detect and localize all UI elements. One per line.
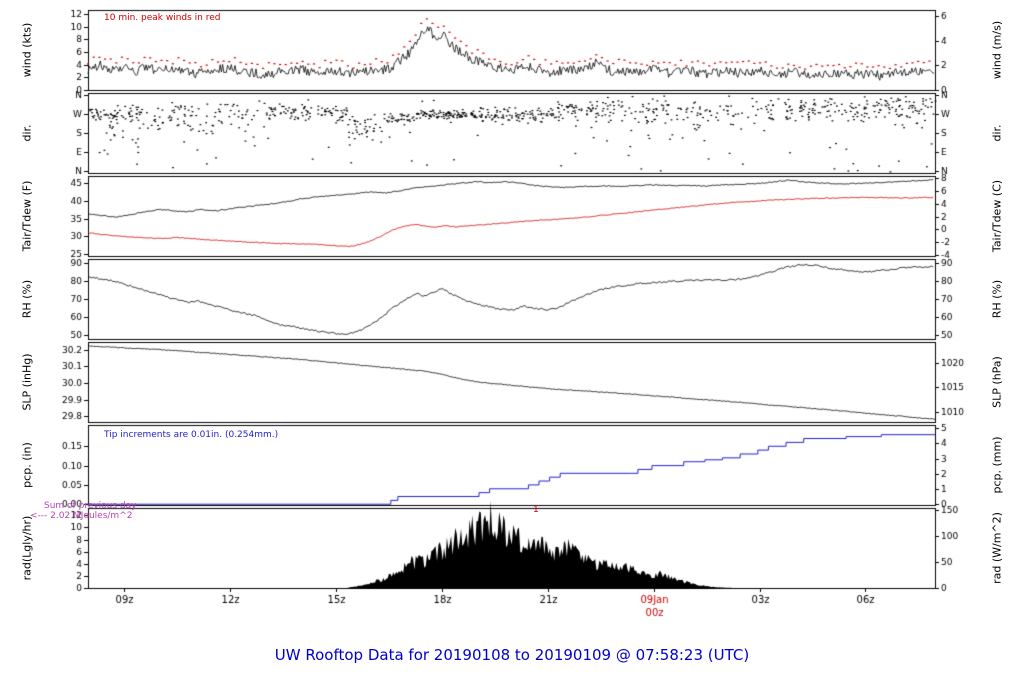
y-axis-title-rh-left: RH (%): [20, 279, 34, 319]
y-axis-title-slp-inhg: SLP (inHg): [20, 353, 34, 411]
y-axis-title-temp-f: Tair/Tdew (F): [20, 180, 34, 252]
wind-peak-note: 10 min. peak winds in red: [104, 13, 221, 23]
rad-peak-value-label: 1: [533, 505, 539, 515]
figure-title: UW Rooftop Data for 20190108 to 20190109…: [274, 646, 750, 664]
y-axis-title-wind-ms: wind (m/s): [990, 20, 1004, 80]
pcp-tip-note: Tip increments are 0.01in. (0.254mm.): [104, 430, 279, 440]
y-axis-title-wind-kts: wind (kts): [20, 22, 34, 78]
y-axis-title-pcp-mm: pcp. (mm): [990, 436, 1004, 494]
rad-sum-note-line1: Sum of previous day: [44, 501, 137, 511]
y-axis-title-rad-wm2: rad (W/m^2): [990, 512, 1004, 584]
y-axis-title-pcp-in: pcp. (in): [20, 442, 34, 488]
y-axis-title-slp-hpa: SLP (hPa): [990, 356, 1004, 408]
y-axis-title-dir-right: dir.: [990, 124, 1004, 142]
y-axis-title-rad-lgly: rad(Lgly/hr): [20, 515, 34, 581]
y-axis-title-temp-c: Tair/Tdew (C): [990, 179, 1004, 253]
y-axis-title-rh-right: RH (%): [990, 279, 1004, 319]
y-axis-title-dir-left: dir.: [20, 124, 34, 142]
rad-sum-note-line2: <--- 2.02 MJoules/m^2: [30, 511, 133, 521]
